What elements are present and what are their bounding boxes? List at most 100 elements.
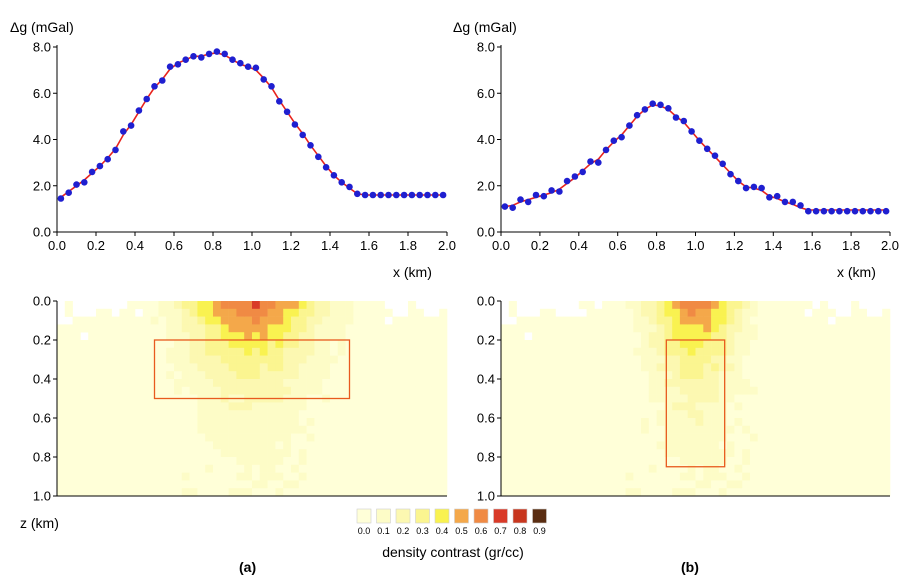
density-cell-b	[858, 355, 867, 364]
density-cell-b	[602, 480, 611, 489]
density-cell-a	[291, 425, 300, 434]
density-cell-b	[882, 363, 891, 372]
density-cell-a	[392, 363, 401, 372]
density-cell-b	[734, 394, 743, 403]
density-cell-a	[181, 441, 190, 450]
density-cell-a	[181, 425, 190, 434]
density-cell-b	[633, 301, 642, 310]
density-cell-a	[283, 480, 292, 489]
density-cell-a	[353, 316, 362, 325]
density-cell-a	[252, 410, 261, 419]
density-cell-b	[609, 441, 618, 450]
colorbar-swatch	[356, 508, 372, 524]
density-cell-a	[103, 472, 112, 481]
density-cell-b	[532, 363, 541, 372]
density-cell-b	[711, 340, 720, 349]
density-cell-b	[812, 340, 821, 349]
density-cell-a	[384, 441, 393, 450]
density-cell-b	[788, 410, 797, 419]
density-cell-a	[400, 433, 409, 442]
density-cell-b	[796, 332, 805, 341]
density-cell-b	[539, 332, 548, 341]
density-cell-b	[617, 371, 626, 380]
observed-gravity-point-a	[393, 191, 400, 199]
density-cell-b	[820, 308, 829, 317]
density-cell-a	[415, 340, 424, 349]
density-cell-b	[609, 472, 618, 481]
density-cell-a	[322, 301, 331, 310]
density-cell-a	[275, 301, 284, 310]
observed-gravity-point-a	[291, 121, 299, 128]
density-cell-b	[765, 402, 774, 411]
density-cell-b	[532, 488, 541, 497]
density-cell-b	[757, 433, 766, 442]
density-cell-a	[267, 332, 276, 341]
density-cell-b	[866, 363, 875, 372]
density-cell-b	[858, 394, 867, 403]
density-cell-a	[369, 332, 378, 341]
density-cell-a	[283, 363, 292, 372]
density-cell-b	[555, 316, 564, 325]
density-cell-a	[267, 433, 276, 442]
x-tick-label-b: 1.6	[803, 238, 821, 253]
density-cell-b	[804, 488, 813, 497]
density-cell-a	[189, 433, 198, 442]
density-cell-a	[306, 301, 315, 310]
density-cell-b	[547, 480, 556, 489]
density-cell-b	[609, 332, 618, 341]
density-cell-a	[314, 308, 323, 317]
density-cell-b	[765, 441, 774, 450]
density-cell-b	[539, 355, 548, 364]
density-cell-a	[64, 433, 73, 442]
density-cell-b	[609, 464, 618, 473]
density-cell-b	[773, 472, 782, 481]
density-cell-b	[858, 457, 867, 466]
density-cell-a	[345, 324, 354, 333]
density-cell-a	[213, 433, 222, 442]
density-cell-b	[547, 418, 556, 427]
density-cell-b	[827, 488, 836, 497]
density-cell-b	[874, 418, 883, 427]
density-cell-b	[532, 457, 541, 466]
density-cell-a	[166, 355, 175, 364]
colorbar-tick-label: 0.0	[358, 526, 371, 536]
density-cell-a	[244, 301, 253, 310]
density-cell-b	[858, 472, 867, 481]
density-cell-b	[750, 386, 759, 395]
density-cell-a	[322, 371, 331, 380]
density-cell-a	[228, 449, 237, 458]
density-cell-b	[687, 316, 696, 325]
density-cell-b	[609, 340, 618, 349]
density-cell-b	[578, 371, 587, 380]
density-cell-a	[252, 347, 261, 356]
density-cell-a	[431, 332, 440, 341]
density-cell-a	[181, 308, 190, 317]
density-cell-a	[423, 347, 432, 356]
density-cell-b	[547, 433, 556, 442]
density-cell-b	[672, 308, 681, 317]
density-cell-b	[820, 457, 829, 466]
density-cell-a	[415, 418, 424, 427]
density-cell-b	[812, 379, 821, 388]
density-cell-b	[571, 316, 580, 325]
observed-gravity-point-b	[851, 207, 859, 215]
density-cell-a	[259, 355, 268, 364]
density-cell-a	[220, 308, 229, 317]
density-cell-a	[252, 332, 261, 341]
density-cell-a	[158, 425, 167, 434]
density-cell-a	[174, 457, 183, 466]
density-cell-b	[843, 347, 852, 356]
observed-gravity-point-a	[166, 63, 174, 70]
density-cell-b	[835, 488, 844, 497]
density-cell-b	[742, 441, 751, 450]
observed-gravity-point-a	[190, 53, 197, 60]
density-cell-a	[408, 441, 417, 450]
density-cell-a	[64, 418, 73, 427]
density-cell-b	[594, 410, 603, 419]
density-cell-a	[415, 488, 424, 497]
density-cell-a	[314, 418, 323, 427]
density-cell-a	[103, 340, 112, 349]
density-cell-a	[298, 316, 307, 325]
density-cell-b	[827, 433, 836, 442]
density-cell-b	[695, 449, 704, 458]
